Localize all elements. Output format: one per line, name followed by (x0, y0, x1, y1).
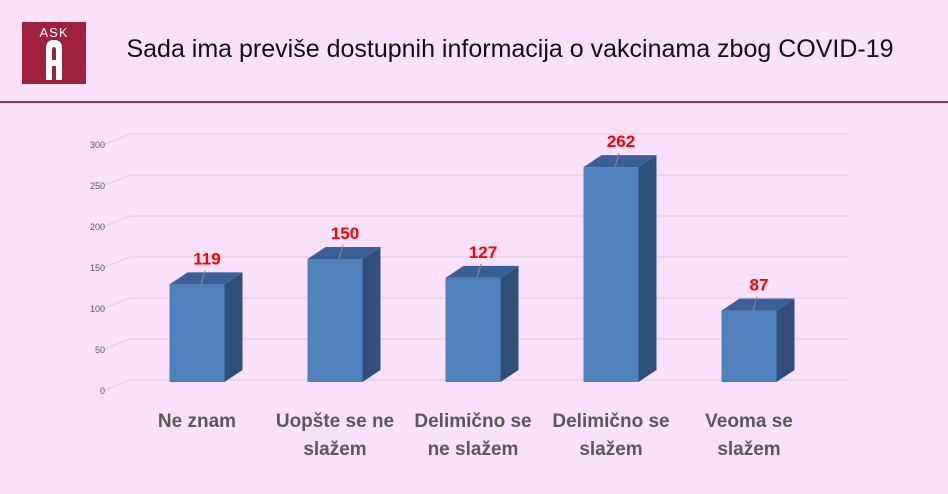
data-label: 262 (607, 132, 635, 151)
bar-top (583, 155, 657, 168)
bar-side (776, 298, 795, 382)
bar-side (638, 155, 657, 382)
bar (445, 277, 501, 382)
bar (583, 167, 639, 382)
data-label: 119 (193, 249, 220, 268)
gridline-depth (99, 174, 131, 188)
logo: ASK (22, 22, 86, 84)
category-label: Veoma se slažem (705, 411, 793, 460)
data-label: 127 (469, 243, 497, 262)
bar-side (362, 247, 381, 382)
data-label-leader (614, 153, 620, 168)
logo-a-glyph (46, 40, 62, 80)
chart-title: Sada ima previše dostupnih informacija o… (126, 35, 894, 63)
data-label: 150 (331, 224, 359, 243)
data-label-leader (476, 263, 482, 278)
logo-text: ASK (39, 25, 69, 40)
category-label: Ne znam (157, 411, 237, 432)
data-label-leader (752, 296, 758, 311)
bar-side (224, 272, 243, 382)
gridline-depth (99, 133, 131, 147)
y-tick-label: 50 (95, 345, 105, 355)
category-label: Delimično se ne slažem (414, 411, 532, 460)
bar (721, 310, 777, 382)
y-tick-label: 100 (90, 304, 105, 314)
category-label: Delimično se slažem (552, 411, 670, 460)
bar-side (500, 265, 519, 382)
bar (307, 259, 363, 382)
gridline-depth (99, 297, 131, 311)
gridline-depth (99, 215, 131, 229)
bar-top (169, 272, 243, 285)
y-tick-label: 0 (100, 386, 105, 396)
y-tick-label: 300 (90, 140, 105, 150)
title-divider (0, 101, 948, 103)
bar (169, 284, 225, 382)
category-label: Uopšte se ne slažem (275, 411, 395, 460)
bar-top (445, 265, 519, 278)
y-tick-label: 150 (90, 263, 105, 273)
data-label: 87 (750, 276, 769, 295)
data-label-leader (200, 270, 206, 285)
y-tick-label: 200 (90, 222, 105, 232)
gridline-depth (99, 256, 131, 270)
y-tick-label: 250 (90, 181, 105, 191)
gridline-depth (99, 338, 131, 352)
bar-top (307, 247, 381, 259)
data-label-leader (338, 244, 344, 260)
gridline-depth (99, 379, 131, 393)
bar-top (721, 298, 795, 311)
